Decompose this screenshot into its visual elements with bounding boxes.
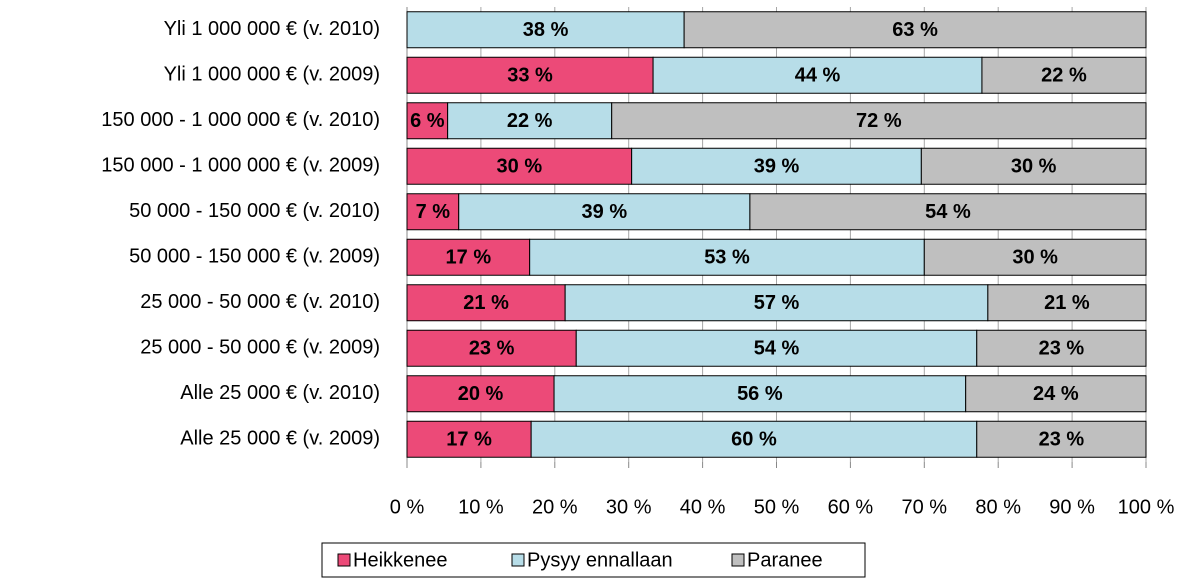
bar-segment bbox=[976, 420, 1147, 458]
value-label: 54 % bbox=[925, 201, 971, 223]
value-label: 30 % bbox=[1011, 156, 1057, 178]
value-label: 72 % bbox=[856, 110, 902, 132]
x-tick-label: 30 % bbox=[606, 496, 652, 518]
category-label: Alle 25 000 € (v. 2010) bbox=[180, 382, 380, 404]
category-label: 25 000 - 50 000 € (v. 2010) bbox=[140, 291, 380, 313]
bar-segment bbox=[652, 56, 983, 94]
value-label: 7 % bbox=[416, 201, 451, 223]
value-label: 57 % bbox=[754, 292, 800, 314]
bar-segment bbox=[749, 193, 1147, 231]
bar-segment bbox=[406, 56, 654, 94]
x-tick-label: 20 % bbox=[532, 496, 578, 518]
value-label: 23 % bbox=[1039, 429, 1085, 451]
value-label: 17 % bbox=[446, 247, 492, 269]
value-label: 53 % bbox=[704, 247, 750, 269]
bar-segment bbox=[406, 329, 577, 367]
category-label: 50 000 - 150 000 € (v. 2010) bbox=[129, 200, 380, 222]
value-label: 22 % bbox=[507, 110, 553, 132]
bar-segment bbox=[981, 56, 1147, 94]
x-tick-label: 40 % bbox=[680, 496, 726, 518]
bar-segment bbox=[631, 147, 922, 185]
bar-segment bbox=[575, 329, 978, 367]
bar-segment bbox=[406, 420, 532, 458]
category-label: 50 000 - 150 000 € (v. 2009) bbox=[129, 246, 380, 268]
x-tick-label: 90 % bbox=[1049, 496, 1095, 518]
value-label: 39 % bbox=[754, 156, 800, 178]
bar-segment bbox=[529, 238, 925, 276]
bar-segment bbox=[406, 102, 449, 140]
category-label: 150 000 - 1 000 000 € (v. 2010) bbox=[101, 109, 380, 131]
bar-segment bbox=[920, 147, 1147, 185]
bar-segment bbox=[406, 284, 566, 322]
value-label: 30 % bbox=[1012, 247, 1058, 269]
x-tick-label: 70 % bbox=[902, 496, 948, 518]
bar-segment bbox=[987, 284, 1147, 322]
category-label: Yli 1 000 000 € (v. 2009) bbox=[164, 64, 380, 86]
value-label: 23 % bbox=[1039, 338, 1085, 360]
category-label: 25 000 - 50 000 € (v. 2009) bbox=[140, 337, 380, 359]
bar-segment bbox=[458, 193, 751, 231]
value-label: 39 % bbox=[582, 201, 628, 223]
bar-segment bbox=[923, 238, 1147, 276]
bar-segment bbox=[976, 329, 1147, 367]
legend-swatch bbox=[337, 553, 351, 567]
category-label: Alle 25 000 € (v. 2009) bbox=[180, 428, 380, 450]
bar-segment bbox=[406, 193, 460, 231]
legend-box bbox=[321, 542, 866, 578]
value-label: 17 % bbox=[446, 429, 492, 451]
bar-segment bbox=[406, 238, 531, 276]
legend-swatch bbox=[731, 553, 745, 567]
value-label: 23 % bbox=[469, 338, 515, 360]
value-label: 44 % bbox=[795, 65, 841, 87]
x-tick-label: 50 % bbox=[754, 496, 800, 518]
x-tick-label: 0 % bbox=[390, 496, 425, 518]
x-tick-label: 100 % bbox=[1118, 496, 1175, 518]
value-label: 30 % bbox=[497, 156, 543, 178]
category-label: 150 000 - 1 000 000 € (v. 2009) bbox=[101, 155, 380, 177]
value-label: 20 % bbox=[458, 383, 504, 405]
bar-segment bbox=[683, 11, 1147, 49]
value-label: 56 % bbox=[737, 383, 783, 405]
value-label: 60 % bbox=[731, 429, 777, 451]
value-label: 22 % bbox=[1041, 65, 1087, 87]
value-label: 33 % bbox=[507, 65, 553, 87]
bar-segment bbox=[406, 11, 685, 49]
x-tick-label: 10 % bbox=[458, 496, 504, 518]
value-label: 21 % bbox=[1044, 292, 1090, 314]
bar-segment bbox=[553, 375, 967, 413]
value-label: 24 % bbox=[1033, 383, 1079, 405]
value-label: 6 % bbox=[410, 110, 445, 132]
value-label: 21 % bbox=[463, 292, 509, 314]
legend-swatch bbox=[511, 553, 525, 567]
legend-label: Paranee bbox=[747, 549, 823, 571]
x-tick-label: 60 % bbox=[828, 496, 874, 518]
x-tick-label: 80 % bbox=[975, 496, 1021, 518]
bar-segment bbox=[447, 102, 613, 140]
value-label: 63 % bbox=[892, 19, 938, 41]
bar-segment bbox=[406, 147, 633, 185]
bar-segment bbox=[965, 375, 1147, 413]
legend-label: Heikkenee bbox=[353, 549, 448, 571]
value-label: 38 % bbox=[523, 19, 569, 41]
bar-segment bbox=[611, 102, 1147, 140]
value-label: 54 % bbox=[754, 338, 800, 360]
category-label: Yli 1 000 000 € (v. 2010) bbox=[164, 18, 380, 40]
bar-segment bbox=[406, 375, 555, 413]
legend-label: Pysyy ennallaan bbox=[527, 549, 673, 571]
